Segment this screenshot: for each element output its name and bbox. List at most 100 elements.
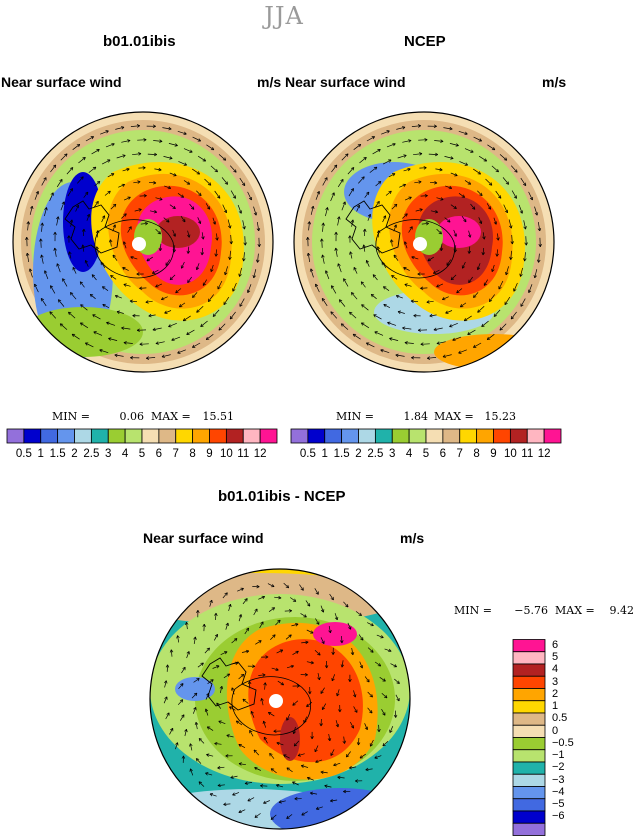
panel2-colorbar-tick-label: 3	[389, 448, 396, 460]
panel2-map-vector-head	[473, 294, 477, 298]
panel1-colorbar-tick-label: 1	[37, 448, 44, 460]
panel2-map-vector	[410, 300, 419, 303]
panel3-map-vector-head	[354, 709, 358, 713]
panel1-map-vector	[215, 249, 217, 257]
panel1-map-vector-head	[205, 336, 210, 341]
panel1-map-vector	[168, 143, 178, 146]
panel1-min-label: MIN =	[52, 410, 90, 423]
panel1-colorbar-swatch-14	[242, 428, 261, 444]
panel2-map-vector-head	[361, 176, 365, 180]
panel3-map-vector-head	[320, 609, 325, 613]
panel1-map-vector	[85, 136, 94, 142]
panel3-map-vector	[300, 613, 307, 618]
panel3-map-vector-head	[286, 717, 290, 721]
panel2-map-vector-head	[345, 153, 349, 157]
panel2-map-vector-head	[420, 342, 424, 346]
panel3-map-vector-head	[193, 636, 197, 640]
panel3-map-vector	[329, 593, 334, 601]
panel2-map-vector-head	[453, 205, 457, 210]
panel3-map-vector	[367, 707, 373, 714]
panel2-colorbar-tick-label: 10	[503, 448, 517, 460]
panel2-map-vector-head	[334, 231, 338, 235]
panel1-map-vector-head	[223, 209, 228, 214]
panel1-map-vector-head	[136, 328, 140, 332]
panel3-map-vector-head	[270, 768, 275, 772]
panel3-map-vector-head	[226, 734, 230, 738]
panel2-map-vector-head	[439, 167, 443, 172]
panel2-map-vector	[524, 252, 526, 262]
panel2-map-vector	[337, 216, 340, 226]
panel3-map-vector-head	[260, 784, 264, 788]
panel1-map-vector-head	[172, 205, 176, 210]
panel1-map-vector	[229, 250, 231, 260]
panel2-map-vector-head	[427, 356, 431, 360]
panel3-map-vector-head	[175, 742, 179, 746]
panel2-map-vector-head	[331, 192, 335, 196]
panel2-map-vector	[390, 239, 393, 247]
panel1-map-vector-head	[169, 276, 174, 281]
panel2-map-vector	[420, 195, 428, 197]
panel3-map-vector-head	[348, 679, 352, 682]
panel2-map-vector-head	[402, 326, 406, 330]
panel3-map-vector	[261, 698, 264, 706]
panel2-map-vector	[366, 260, 370, 267]
panel1-map-vector-head	[152, 327, 156, 332]
panel2-map-vector	[443, 127, 453, 130]
panel1-map-vector-head	[127, 139, 131, 143]
panel2-map-vector	[343, 278, 349, 287]
panel3-map-vector	[191, 692, 198, 699]
panel1-map-vector-head	[212, 313, 217, 317]
panel1-map-vector-head	[183, 131, 187, 136]
panel3-map	[149, 568, 411, 830]
panel1-map-vector	[197, 217, 201, 224]
panel2-map-vector-head	[356, 204, 361, 209]
panel3-map-vector	[264, 682, 266, 690]
panel3-map-vector-head	[283, 754, 287, 758]
panel2-map-vector	[482, 232, 485, 240]
panel3-map-vector	[263, 736, 268, 744]
panel2-map-vector-head	[510, 315, 515, 320]
panel2-map-vector	[393, 254, 399, 261]
panel1-map-vector	[41, 177, 47, 186]
panel3-map-vector	[181, 667, 186, 674]
panel1-map-vector-head	[93, 331, 97, 335]
panel2-map-vector-head	[353, 267, 357, 271]
panel1-map-vector	[154, 168, 162, 171]
panel2-map-vector-head	[363, 228, 367, 232]
panel2-map-vector	[363, 228, 366, 237]
panel2-map-vector-head	[505, 181, 510, 185]
panel3-map-pole	[269, 694, 283, 708]
panel1-map-vector	[50, 285, 56, 294]
panel3-map-vector-head	[235, 661, 239, 665]
panel2-map-vector-head	[458, 350, 462, 354]
panel2-map-vector	[436, 341, 446, 344]
panel3-map-vector	[381, 709, 386, 716]
panel1-map-vector-head	[53, 247, 57, 251]
panel1-map-vector-head	[85, 191, 89, 196]
panel1-map-vector-head	[218, 327, 222, 331]
panel2-map-vector-head	[442, 296, 446, 301]
panel3-map-vector	[268, 712, 275, 717]
panel3-map-vector-head	[369, 710, 373, 714]
panel3-colorbar-swatch-7	[512, 724, 546, 738]
panel1-map-pole	[132, 237, 146, 251]
panel2-map-vector	[528, 284, 533, 293]
panel1-map-vector	[121, 213, 127, 219]
panel1-map-vector	[187, 246, 190, 254]
panel3-map-vector-head	[307, 603, 311, 607]
panel2-map-vector-head	[357, 143, 362, 148]
panel3-map-vector-head	[214, 741, 218, 746]
panel1-map-vector-head	[229, 315, 234, 320]
panel3-map-vector-head	[370, 623, 374, 627]
panel1-map-vector-head	[246, 289, 251, 293]
panel3-map-vector	[263, 720, 267, 728]
panel2-map-vector-head	[376, 230, 381, 234]
panel2-map-vector-head	[395, 294, 400, 299]
panel3-colorbar-swatch-4	[512, 688, 546, 702]
panel2-map-vector	[330, 192, 335, 202]
panel1-map-vector-head	[172, 233, 176, 237]
panel3-map-band	[280, 717, 300, 761]
panel3-map-vector	[317, 673, 320, 680]
panel2-map-vector	[370, 294, 377, 300]
panel2-map-vector	[380, 349, 390, 354]
